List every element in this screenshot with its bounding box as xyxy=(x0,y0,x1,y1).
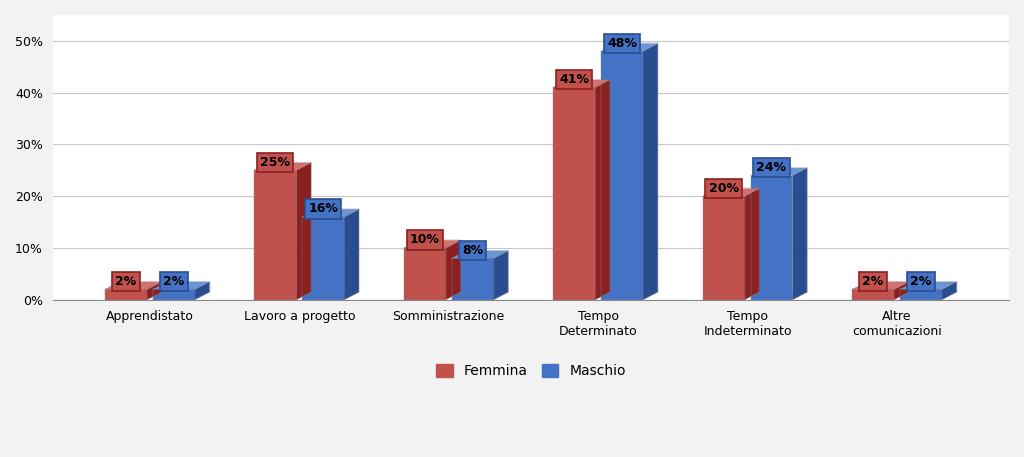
Polygon shape xyxy=(553,292,610,300)
Polygon shape xyxy=(595,80,610,300)
Text: 2%: 2% xyxy=(163,275,184,288)
Polygon shape xyxy=(852,292,909,300)
Polygon shape xyxy=(643,43,657,300)
Text: 2%: 2% xyxy=(910,275,932,288)
Polygon shape xyxy=(153,289,195,300)
Polygon shape xyxy=(900,282,956,289)
Polygon shape xyxy=(146,282,162,300)
Polygon shape xyxy=(403,248,445,300)
Polygon shape xyxy=(452,258,494,300)
Polygon shape xyxy=(153,292,210,300)
Polygon shape xyxy=(751,292,807,300)
Polygon shape xyxy=(403,240,461,248)
Polygon shape xyxy=(302,209,359,217)
Polygon shape xyxy=(302,217,344,300)
Polygon shape xyxy=(296,163,311,300)
Text: 20%: 20% xyxy=(709,182,738,195)
Text: 2%: 2% xyxy=(862,275,884,288)
Polygon shape xyxy=(793,168,807,300)
Polygon shape xyxy=(254,163,311,170)
Legend: Femmina, Maschio: Femmina, Maschio xyxy=(430,359,632,384)
Polygon shape xyxy=(105,289,146,300)
Polygon shape xyxy=(751,175,793,300)
Polygon shape xyxy=(195,282,210,300)
Text: 24%: 24% xyxy=(757,161,786,174)
Polygon shape xyxy=(403,292,461,300)
Text: 10%: 10% xyxy=(410,234,439,246)
Polygon shape xyxy=(852,289,894,300)
Polygon shape xyxy=(601,43,657,51)
Polygon shape xyxy=(702,196,744,300)
Polygon shape xyxy=(601,51,643,300)
Polygon shape xyxy=(452,250,509,258)
Polygon shape xyxy=(744,188,760,300)
Polygon shape xyxy=(702,292,760,300)
Polygon shape xyxy=(344,209,359,300)
Polygon shape xyxy=(254,292,311,300)
Polygon shape xyxy=(751,168,807,175)
Text: 41%: 41% xyxy=(559,73,589,86)
Polygon shape xyxy=(900,289,942,300)
Polygon shape xyxy=(254,170,296,300)
Polygon shape xyxy=(900,292,956,300)
Text: 25%: 25% xyxy=(260,156,291,169)
Polygon shape xyxy=(105,292,162,300)
Polygon shape xyxy=(105,282,162,289)
Text: 16%: 16% xyxy=(308,202,338,215)
Polygon shape xyxy=(153,282,210,289)
Polygon shape xyxy=(553,87,595,300)
Polygon shape xyxy=(553,80,610,87)
Text: 2%: 2% xyxy=(116,275,136,288)
Text: 8%: 8% xyxy=(462,244,483,257)
Polygon shape xyxy=(601,292,657,300)
Polygon shape xyxy=(942,282,956,300)
Polygon shape xyxy=(452,292,509,300)
Polygon shape xyxy=(702,188,760,196)
Polygon shape xyxy=(445,240,461,300)
Polygon shape xyxy=(494,250,509,300)
Text: 48%: 48% xyxy=(607,37,637,50)
Polygon shape xyxy=(852,282,909,289)
Polygon shape xyxy=(894,282,909,300)
Polygon shape xyxy=(302,292,359,300)
